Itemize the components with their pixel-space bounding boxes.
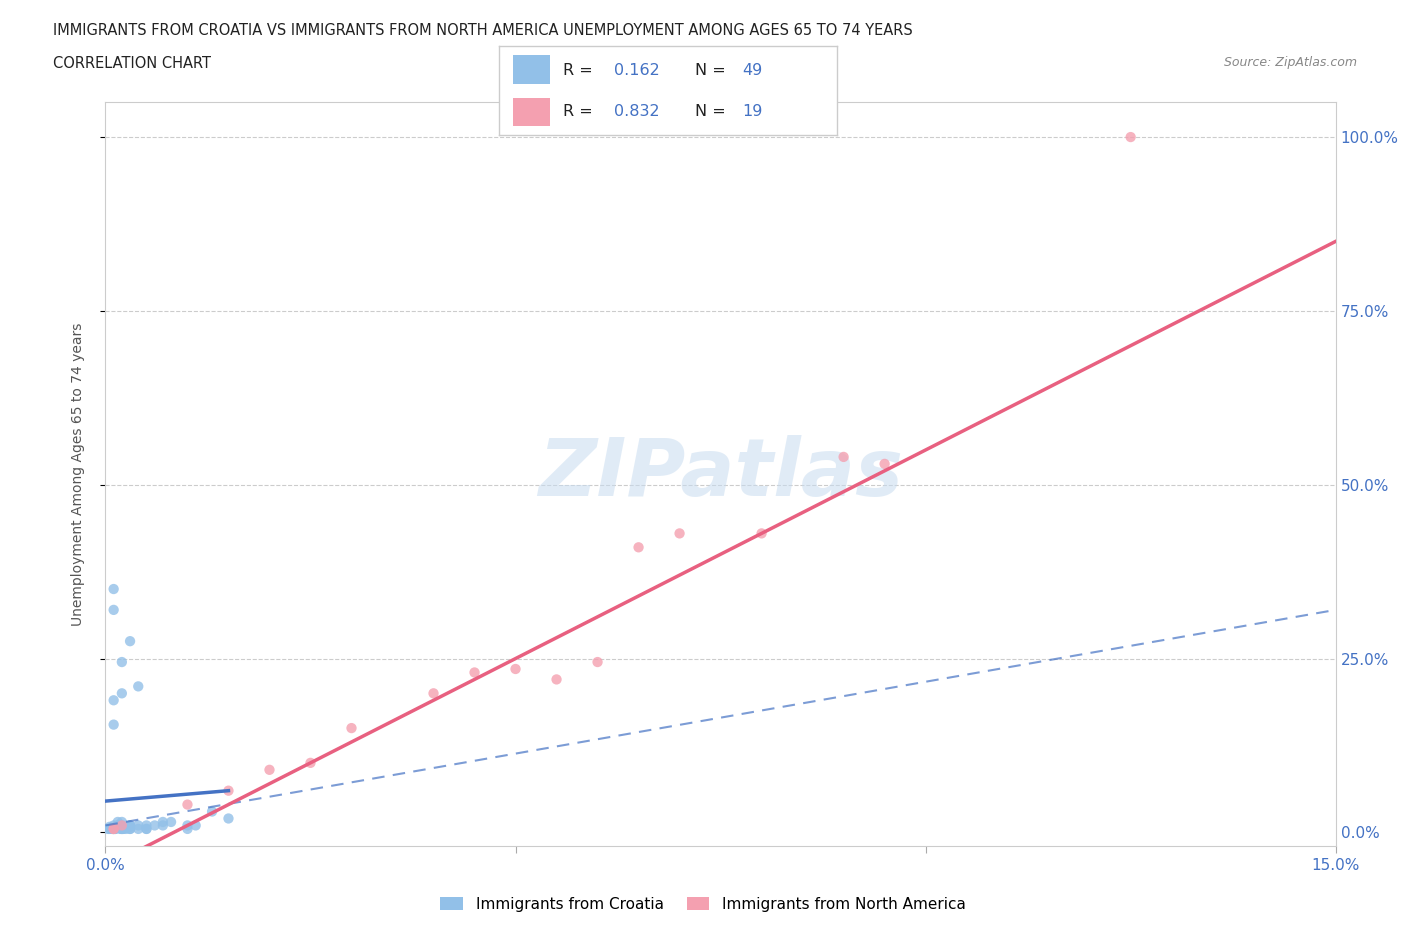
Point [135, 821, 157, 836]
Point [101, 821, 124, 836]
Legend: Immigrants from Croatia, Immigrants from North America: Immigrants from Croatia, Immigrants from… [434, 890, 972, 918]
Point [120, 633, 141, 648]
Point [98, 819, 121, 834]
Point [176, 797, 198, 812]
Point [97, 821, 120, 836]
Point [103, 693, 125, 708]
Point [505, 661, 527, 676]
Bar [513, 56, 550, 84]
Point [103, 821, 125, 836]
Point [111, 821, 134, 836]
Point [103, 821, 125, 836]
Point [111, 818, 134, 833]
Point [176, 818, 198, 833]
Point [135, 821, 157, 836]
Point [464, 665, 486, 680]
Point [103, 821, 125, 836]
Text: ZIPatlas: ZIPatlas [538, 435, 903, 513]
Text: N =: N = [695, 63, 731, 78]
Text: 49: 49 [742, 63, 762, 78]
Point [103, 717, 125, 732]
Point [107, 815, 129, 830]
Point [120, 821, 141, 836]
Point [668, 526, 690, 541]
Text: N =: N = [695, 104, 731, 119]
Point [873, 457, 896, 472]
Point [111, 655, 134, 670]
Point [120, 818, 141, 833]
Text: R =: R = [564, 104, 598, 119]
Point [107, 818, 129, 833]
Point [1119, 129, 1142, 144]
Point [111, 686, 134, 701]
Point [152, 815, 174, 830]
Point [299, 755, 322, 770]
Point [127, 821, 149, 836]
Point [135, 818, 157, 833]
Point [832, 449, 855, 464]
Text: CORRELATION CHART: CORRELATION CHART [53, 56, 211, 71]
Y-axis label: Unemployment Among Ages 65 to 74 years: Unemployment Among Ages 65 to 74 years [70, 323, 84, 626]
Point [98, 821, 121, 836]
Point [111, 818, 134, 833]
Point [104, 821, 127, 836]
Point [103, 821, 125, 836]
Point [103, 821, 125, 836]
Point [110, 821, 132, 836]
Point [259, 763, 281, 777]
Text: 19: 19 [742, 104, 762, 119]
Text: R =: R = [564, 63, 598, 78]
Point [103, 581, 125, 596]
Point [627, 540, 650, 555]
Text: Source: ZipAtlas.com: Source: ZipAtlas.com [1223, 56, 1357, 69]
Text: 0.162: 0.162 [614, 63, 659, 78]
Point [152, 818, 174, 833]
Point [546, 672, 568, 687]
Point [103, 603, 125, 618]
Point [340, 721, 363, 736]
Point [111, 821, 134, 836]
Point [115, 821, 138, 836]
Point [751, 526, 773, 541]
Bar [513, 98, 550, 126]
Point [111, 815, 134, 830]
Point [422, 686, 444, 701]
Point [120, 821, 141, 836]
Point [120, 818, 141, 833]
Point [143, 818, 166, 833]
Point [104, 821, 127, 836]
Point [160, 815, 183, 830]
Point [218, 811, 240, 826]
Point [184, 818, 207, 833]
Point [112, 821, 135, 836]
Point [111, 821, 134, 836]
Point [586, 655, 609, 670]
Text: IMMIGRANTS FROM CROATIA VS IMMIGRANTS FROM NORTH AMERICA UNEMPLOYMENT AMONG AGES: IMMIGRANTS FROM CROATIA VS IMMIGRANTS FR… [53, 23, 912, 38]
Point [127, 679, 149, 694]
Point [176, 821, 198, 836]
Point [127, 818, 149, 833]
Point [218, 783, 240, 798]
Point [201, 804, 224, 819]
Point [103, 818, 125, 833]
Point [120, 819, 141, 834]
Point [107, 818, 129, 833]
Text: 0.832: 0.832 [614, 104, 659, 119]
Point [103, 821, 125, 836]
